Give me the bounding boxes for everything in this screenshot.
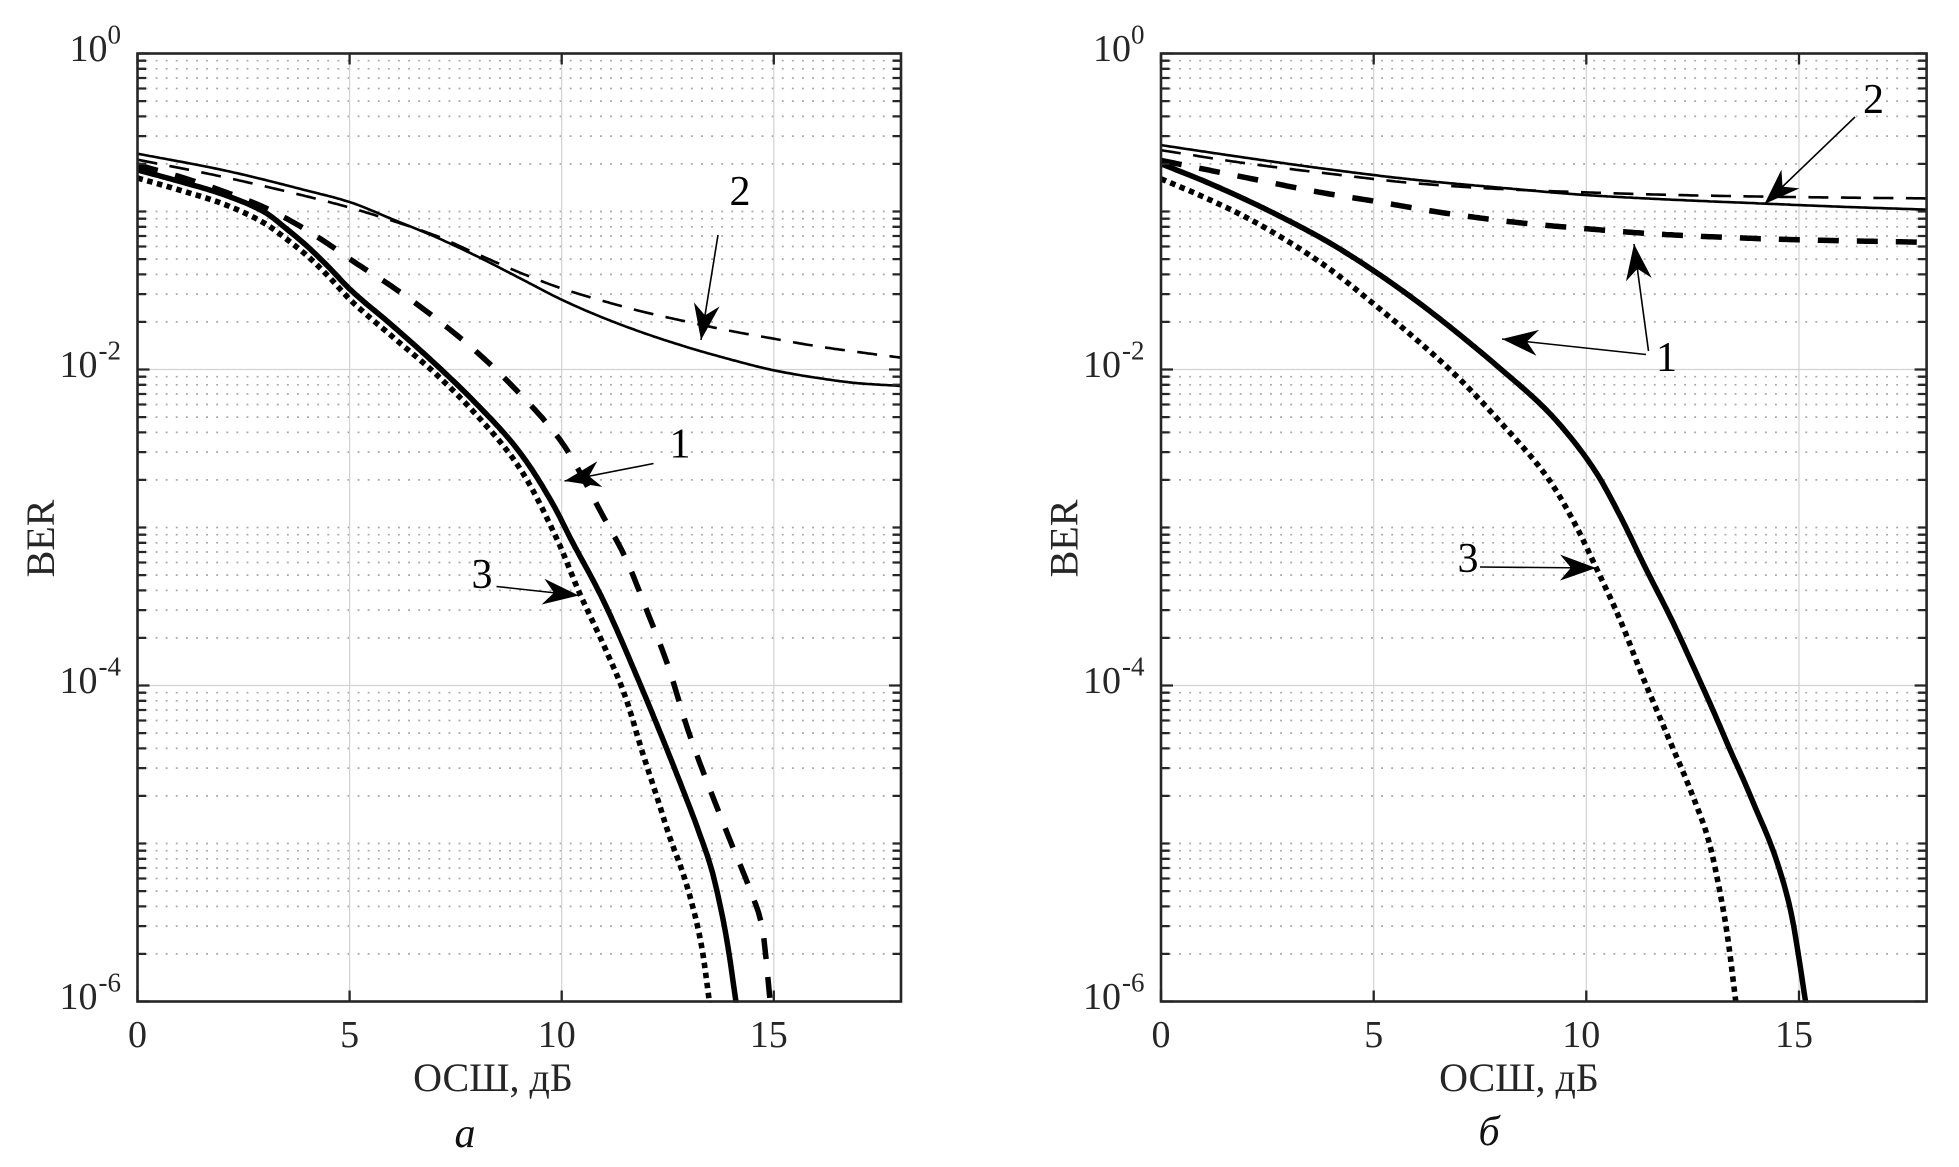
svg-text:5: 5: [1364, 1014, 1383, 1056]
svg-text:10: 10: [538, 1014, 576, 1056]
svg-text:0: 0: [1152, 1014, 1171, 1056]
svg-text:-2: -2: [1122, 336, 1145, 366]
svg-text:1: 1: [670, 422, 691, 468]
svg-text:а: а: [455, 1111, 476, 1157]
svg-text:10: 10: [1083, 344, 1121, 386]
svg-text:15: 15: [750, 1014, 788, 1056]
svg-text:10: 10: [60, 660, 98, 702]
svg-text:2: 2: [1863, 77, 1884, 123]
svg-text:15: 15: [1775, 1014, 1813, 1056]
svg-text:ОСШ, дБ: ОСШ, дБ: [1439, 1055, 1599, 1100]
svg-text:0: 0: [108, 20, 122, 50]
svg-text:2: 2: [730, 169, 751, 215]
svg-text:-4: -4: [99, 652, 122, 682]
svg-text:б: б: [1478, 1109, 1501, 1155]
svg-text:10: 10: [1083, 660, 1121, 702]
svg-text:-4: -4: [1122, 652, 1145, 682]
svg-text:BER: BER: [18, 499, 63, 577]
svg-text:1: 1: [1656, 335, 1677, 381]
svg-text:ОСШ, дБ: ОСШ, дБ: [413, 1055, 573, 1100]
svg-text:0: 0: [128, 1014, 147, 1056]
svg-text:3: 3: [472, 552, 493, 598]
svg-text:10: 10: [70, 28, 108, 70]
svg-text:-6: -6: [1122, 968, 1145, 998]
svg-text:10: 10: [1562, 1014, 1600, 1056]
svg-text:0: 0: [1131, 20, 1145, 50]
svg-text:10: 10: [1093, 28, 1131, 70]
svg-text:10: 10: [1083, 976, 1121, 1018]
svg-text:10: 10: [60, 976, 98, 1018]
svg-text:-6: -6: [99, 968, 122, 998]
svg-text:BER: BER: [1042, 499, 1087, 577]
svg-text:10: 10: [60, 344, 98, 386]
svg-text:-2: -2: [99, 336, 122, 366]
svg-text:5: 5: [340, 1014, 359, 1056]
svg-text:3: 3: [1458, 536, 1479, 582]
